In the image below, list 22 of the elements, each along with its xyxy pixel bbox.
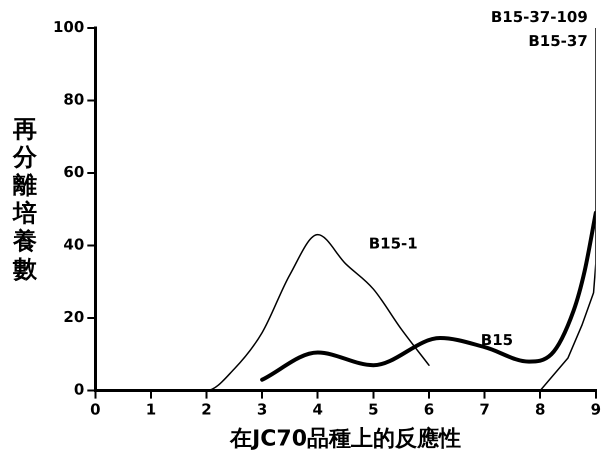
y-tick-label: 40 <box>63 235 84 254</box>
x-tick-label: 3 <box>256 400 268 418</box>
annotation: B15-37-109 <box>490 8 588 26</box>
x-tick-label: 2 <box>201 400 212 418</box>
x-tick-label: 8 <box>534 400 546 418</box>
x-tick-label: 4 <box>312 400 323 418</box>
y-tick-label: 80 <box>63 90 84 108</box>
series-label: B15 <box>480 330 514 349</box>
series-label: B15-37 <box>528 32 588 50</box>
x-tick-label: 6 <box>424 400 434 418</box>
x-axis-title: 在JC70品種上的反應性 <box>229 426 462 452</box>
x-tick-label: 7 <box>479 400 490 418</box>
x-tick-label: 5 <box>368 400 379 418</box>
y-tick-label: 20 <box>63 308 84 326</box>
series-label: B15-1 <box>368 234 418 253</box>
y-tick-label: 0 <box>74 380 84 398</box>
x-tick-label: 1 <box>146 400 156 418</box>
y-tick-label: 60 <box>63 162 84 181</box>
x-tick-label: 9 <box>590 400 601 418</box>
y-axis-title: 再分離培養數 <box>11 115 38 283</box>
x-tick-label: 0 <box>90 400 101 418</box>
y-tick-label: 100 <box>53 18 84 36</box>
